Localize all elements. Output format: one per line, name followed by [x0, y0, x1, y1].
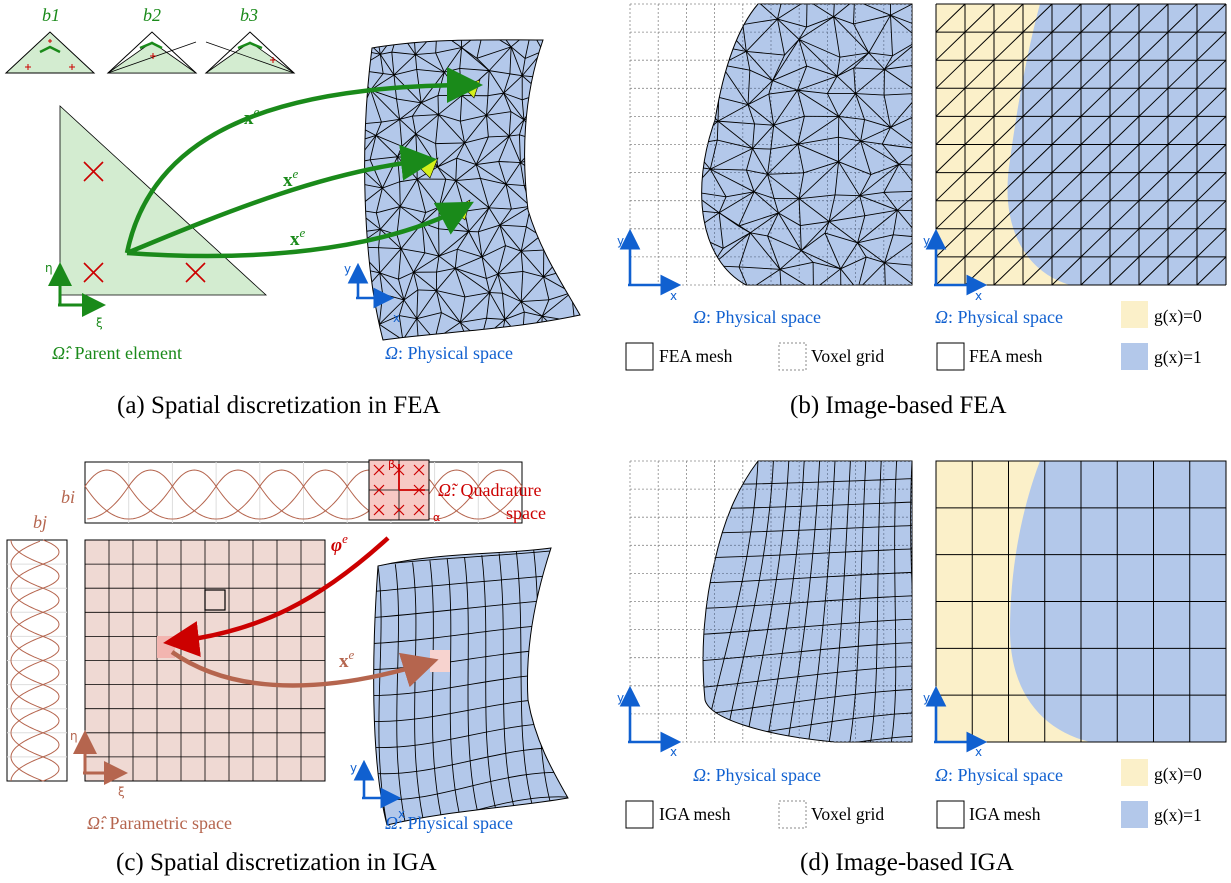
param-axes: η ξ [70, 729, 128, 799]
xi-axis-label: ξ [96, 316, 103, 330]
phys-y-label: y [344, 262, 351, 276]
legend-d: IGA mesh Voxel grid IGA mesh g(x)=0 g(x)… [625, 759, 1202, 829]
map-label-a1: xe [244, 104, 260, 129]
c-axis-y: y [350, 761, 357, 775]
legend-d-mesh: IGA mesh [659, 804, 731, 824]
caption-b: (b) Image-based FEA [790, 392, 1007, 419]
b-left-plot: y x [617, 3, 913, 303]
phys-axes-a: y x [344, 262, 400, 325]
d-axis-y: y [617, 691, 624, 705]
panel-d: y x y x Ω: Physical space Ω: Physical sp… [617, 460, 1227, 876]
d-left-plot: y x [617, 460, 913, 759]
map-label-a3: xe [290, 225, 306, 250]
basis-b3: b3 [204, 5, 296, 74]
beta-label: β [388, 458, 395, 471]
panel-c: bi bj β α Ω̃: [6, 458, 569, 876]
legend-d-g1: g(x)=1 [1154, 805, 1202, 825]
phi-arrow [163, 536, 390, 657]
d-axis-x: x [670, 745, 677, 759]
parent-element [59, 105, 268, 296]
b-axis-x: x [670, 289, 677, 303]
caption-d: (d) Image-based IGA [800, 849, 1014, 876]
quadrature-points [83, 161, 206, 283]
panel-b: y x y x Ω: Physical space Ω: Physical sp… [617, 3, 1227, 419]
quad-label-2: space [506, 503, 546, 523]
x-arrow-c [170, 650, 439, 688]
physical-space-label-d1: Ω: Physical space [693, 765, 821, 785]
basis-b1: b1 [4, 5, 96, 74]
param-xi: ξ [118, 785, 125, 799]
bi-label: bi [61, 487, 75, 507]
d-right-axis-y: y [923, 691, 930, 705]
legend-b-g0: g(x)=0 [1154, 306, 1202, 326]
panel-a: b1 b2 b3 [4, 5, 581, 419]
basis-b1-label: b1 [42, 5, 60, 25]
d-right-axis-x: x [975, 745, 982, 759]
bj-label: bj [33, 512, 47, 532]
param-space-label: Ω̂: Parametric space [87, 813, 232, 833]
map-label-a2: xe [283, 166, 299, 191]
phys-x-label: x [393, 311, 400, 325]
legend-b: FEA mesh Voxel grid FEA mesh g(x)=0 g(x)… [625, 301, 1202, 371]
physical-space-label-a: Ω: Physical space [385, 343, 513, 363]
c-axis-x: x [398, 807, 405, 821]
b-right-axis-x: x [975, 289, 982, 303]
legend-b-g1: g(x)=1 [1154, 347, 1202, 367]
fea-physical-mesh [364, 39, 581, 341]
caption-c: (c) Spatial discretization in IGA [116, 849, 437, 876]
b-right-plot: y x [923, 3, 1227, 303]
caption-a: (a) Spatial discretization in FEA [117, 392, 441, 419]
b-axis-y: y [617, 234, 624, 248]
alpha-label: α [433, 511, 440, 524]
legend-d-mesh2: IGA mesh [969, 804, 1041, 824]
quad-label: Ω̃: Quadrature [438, 480, 542, 500]
mapping-arrows-a [124, 67, 483, 259]
basis-b2-label: b2 [143, 5, 161, 25]
legend-b-mesh: FEA mesh [659, 346, 733, 366]
physical-space-label-c: Ω: Physical space [385, 813, 513, 833]
parent-axes: η ξ [45, 261, 106, 330]
basis-b2: b2 [106, 5, 198, 74]
basis-bi: bi [61, 461, 523, 524]
phys-axes-c: y x [350, 759, 405, 821]
eta-axis-label: η [45, 261, 53, 275]
physical-space-label-b1: Ω: Physical space [693, 307, 821, 327]
map-label-c: xe [339, 647, 355, 672]
legend-d-voxel: Voxel grid [811, 804, 884, 824]
legend-b-voxel: Voxel grid [811, 346, 884, 366]
legend-d-g0: g(x)=0 [1154, 764, 1202, 784]
quadrature-space: β α Ω̃: Quadrature space [368, 458, 546, 524]
b-right-axis-y: y [923, 234, 930, 248]
basis-bj: bj [6, 512, 68, 782]
physical-space-label-d2: Ω: Physical space [935, 765, 1063, 785]
parent-element-label: Ω̂: Parent element [52, 343, 182, 363]
basis-b3-label: b3 [240, 5, 258, 25]
parametric-grid [84, 539, 326, 782]
physical-space-label-b2: Ω: Physical space [935, 307, 1063, 327]
phi-label: φe [331, 531, 348, 556]
param-eta: η [70, 729, 78, 743]
iga-physical-mesh [373, 547, 569, 826]
d-right-plot: y x [923, 460, 1227, 759]
legend-b-mesh2: FEA mesh [969, 346, 1043, 366]
